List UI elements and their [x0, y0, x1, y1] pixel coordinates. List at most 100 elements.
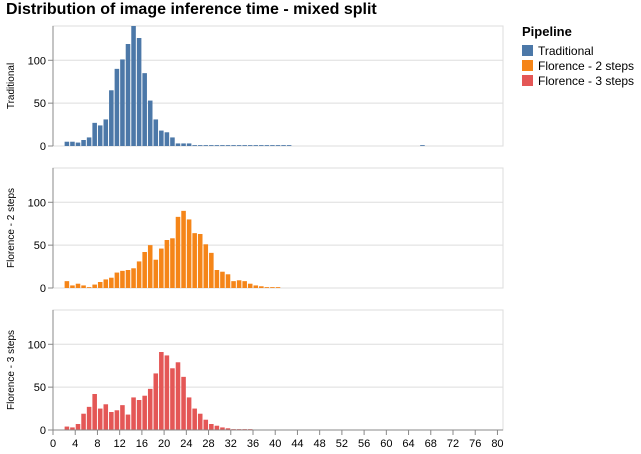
y-tick-label: 100: [28, 339, 46, 351]
x-axis: 0 4 8 12 16 20 24 28 32 36 40 44 48 52 56 60 64 68 72 76 80: [50, 429, 504, 450]
x-tick-label: 12: [114, 438, 126, 450]
bar: [275, 145, 281, 146]
x-tick-label: 56: [358, 438, 370, 450]
legend: Pipeline Traditional Florence - 2 steps …: [522, 24, 634, 88]
bar: [170, 137, 175, 146]
legend-label-florence-2-steps: Florence - 2 steps: [538, 58, 635, 73]
bar: [192, 233, 197, 288]
x-tick-label: 4: [72, 438, 78, 450]
bar: [186, 143, 192, 146]
bar: [147, 245, 153, 288]
bar: [175, 362, 181, 430]
bar: [153, 119, 159, 146]
bar: [181, 210, 186, 288]
bar: [270, 287, 275, 288]
bar: [136, 261, 142, 288]
bar: [420, 145, 425, 146]
bar: [242, 145, 247, 146]
bar: [231, 145, 236, 146]
bar: [253, 145, 259, 146]
x-tick-label: 64: [402, 438, 414, 450]
x-tick-label: 72: [447, 438, 459, 450]
bar: [275, 287, 281, 288]
x-tick-label: 24: [180, 438, 192, 450]
bar: [142, 73, 147, 146]
bar: [203, 419, 209, 430]
bar: [109, 412, 114, 430]
legend-label-florence-3-steps: Florence - 3 steps: [538, 73, 635, 88]
bar: [136, 400, 142, 430]
bar: [170, 368, 175, 430]
bar: [209, 424, 214, 430]
bar: [125, 270, 131, 288]
plot-frame: [52, 167, 504, 289]
facet-2: 0 50 100 Florence - 2 steps: [6, 167, 504, 295]
bar: [175, 216, 181, 288]
bar: [159, 352, 164, 430]
x-tick-label: 68: [425, 438, 437, 450]
bar: [197, 145, 203, 146]
bar: [81, 285, 86, 288]
bar: [114, 272, 120, 288]
bar: [153, 373, 159, 430]
bar: [186, 219, 192, 288]
bar: [286, 145, 292, 146]
bar: [103, 404, 109, 430]
x-tick-label: 32: [225, 438, 237, 450]
y-tick-label: 50: [34, 382, 46, 394]
bar: [109, 277, 114, 288]
bar: [114, 68, 120, 146]
bar: [231, 281, 236, 288]
bar: [131, 268, 136, 288]
x-tick-label: 76: [469, 438, 481, 450]
bar: [103, 119, 109, 146]
bar: [64, 426, 70, 430]
bar: [97, 282, 103, 288]
bar: [181, 376, 186, 430]
bar: [164, 240, 170, 288]
bar: [97, 408, 103, 430]
y-tick-label: 50: [34, 240, 46, 252]
bar: [175, 143, 181, 146]
bar: [214, 145, 220, 146]
bar: [109, 90, 114, 146]
bar: [242, 281, 247, 288]
bar: [97, 125, 103, 146]
legend-item-traditional: Traditional: [522, 43, 634, 58]
bar: [70, 141, 75, 146]
bar: [120, 270, 125, 288]
y-tick-label: 0: [40, 141, 46, 153]
bar: [203, 244, 209, 288]
bar: [120, 59, 125, 146]
bar: [64, 281, 70, 288]
y-tick-label: 0: [40, 425, 46, 437]
bar: [259, 286, 264, 288]
bar: [131, 26, 136, 146]
x-tick-label: 28: [202, 438, 214, 450]
y-tick-label: 50: [34, 98, 46, 110]
bar: [181, 143, 186, 146]
bar: [209, 145, 214, 146]
bar: [136, 38, 142, 146]
y-tick-label: 100: [28, 55, 46, 67]
bar: [64, 141, 70, 146]
bar: [236, 145, 242, 146]
bar: [86, 287, 92, 288]
bar: [220, 145, 225, 146]
bar: [125, 44, 131, 146]
bar: [70, 285, 75, 288]
bar: [203, 145, 209, 146]
bar: [159, 248, 164, 288]
bar: [220, 271, 225, 288]
bar: [270, 145, 275, 146]
bar: [164, 355, 170, 430]
bar: [253, 285, 259, 288]
bar: [81, 413, 86, 430]
bar: [247, 145, 253, 146]
bar: [120, 405, 125, 430]
bar: [86, 137, 92, 146]
facet-label: Florence - 3 steps: [6, 330, 17, 410]
bar: [131, 397, 136, 430]
bar: [225, 428, 231, 430]
